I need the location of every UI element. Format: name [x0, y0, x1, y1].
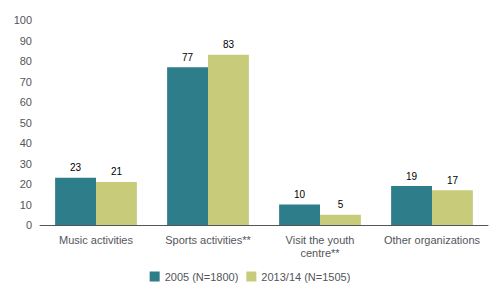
svg-text:23: 23 [70, 162, 82, 173]
svg-text:80: 80 [20, 55, 32, 67]
svg-text:Sports activities**: Sports activities** [165, 234, 251, 246]
svg-text:100: 100 [14, 14, 32, 26]
svg-text:30: 30 [20, 158, 32, 170]
svg-text:21: 21 [111, 166, 123, 177]
svg-text:10: 10 [294, 189, 306, 200]
svg-text:83: 83 [223, 39, 235, 50]
svg-text:17: 17 [447, 175, 459, 186]
svg-text:2013/14 (N=1505): 2013/14 (N=1505) [261, 271, 350, 283]
svg-text:60: 60 [20, 96, 32, 108]
svg-text:70: 70 [20, 76, 32, 88]
svg-text:77: 77 [182, 52, 194, 63]
svg-text:Music activities: Music activities [59, 234, 133, 246]
svg-text:2005 (N=1800): 2005 (N=1800) [165, 271, 239, 283]
svg-text:5: 5 [338, 199, 344, 210]
svg-text:50: 50 [20, 117, 32, 129]
svg-text:10: 10 [20, 199, 32, 211]
svg-text:centre**: centre** [300, 247, 340, 259]
svg-text:40: 40 [20, 137, 32, 149]
svg-text:20: 20 [20, 178, 32, 190]
svg-text:0: 0 [26, 219, 32, 231]
svg-text:19: 19 [406, 171, 418, 182]
svg-text:Other organizations: Other organizations [384, 234, 480, 246]
svg-text:Visit the youth: Visit the youth [286, 234, 355, 246]
svg-text:90: 90 [20, 35, 32, 47]
